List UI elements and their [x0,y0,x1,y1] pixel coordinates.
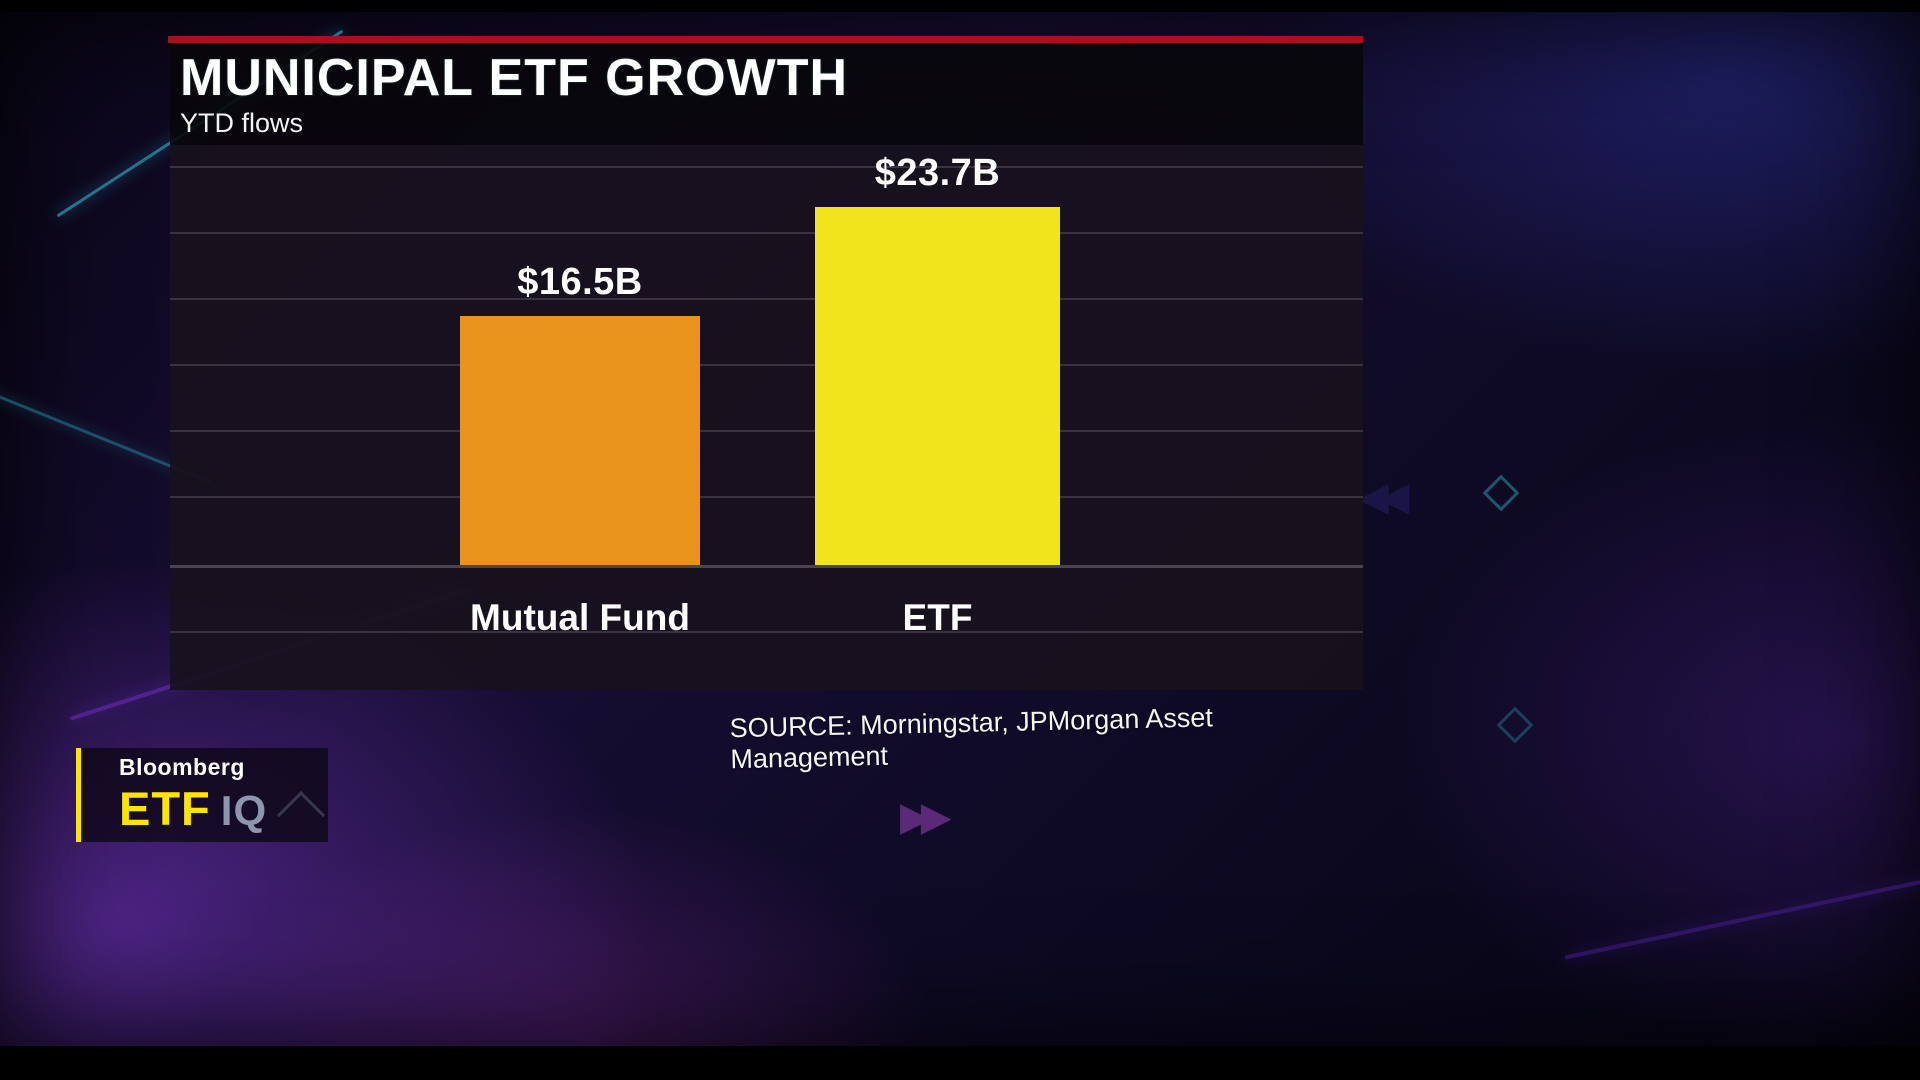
play-triangles-icon: ◀◀ [1358,475,1409,519]
bar-value-label: $16.5B [517,261,643,303]
category-label-mutual-fund: Mutual Fund [470,597,690,638]
gridline [170,232,1363,234]
plot-area: $16.5B $23.7B Mutual Fund ETF [170,145,1363,690]
decor-square-icon [1496,706,1534,744]
play-triangles-icon: ▶▶ [900,795,951,839]
decor-square-icon [1482,474,1520,512]
gridline [170,298,1363,300]
red-accent-line [168,36,1363,43]
chart-card: MUNICIPAL ETF GROWTH YTD flows $16.5B $2… [170,43,1363,690]
show-title: ETF IQ [119,781,328,836]
gridline [170,496,1363,498]
gridline [170,430,1363,432]
chart-title: MUNICIPAL ETF GROWTH [180,49,849,107]
gridline [170,364,1363,366]
bar-group-mutual-fund: $16.5B [460,145,700,565]
bar-value-label: $23.7B [874,152,1001,194]
show-title-iq: IQ [220,787,268,834]
bar-mutual-fund [460,316,700,565]
neon-streak-purple [1564,868,1920,960]
bloomberg-wordmark: Bloomberg [119,754,245,780]
bar-etf [815,207,1060,565]
bloomberg-etf-iq-logo: Bloomberg ETF IQ [76,748,328,842]
show-title-etf: ETF [119,782,211,835]
category-label-etf: ETF [902,597,973,638]
chart-subtitle: YTD flows [180,107,304,138]
chart-header: MUNICIPAL ETF GROWTH YTD flows [170,43,1363,145]
letterbox-bottom [0,1046,1920,1080]
gridline [170,166,1363,168]
bar-group-etf: $23.7B [815,145,1060,565]
letterbox-top [0,0,1920,12]
gridline [170,631,1363,633]
axis-baseline [170,565,1363,568]
